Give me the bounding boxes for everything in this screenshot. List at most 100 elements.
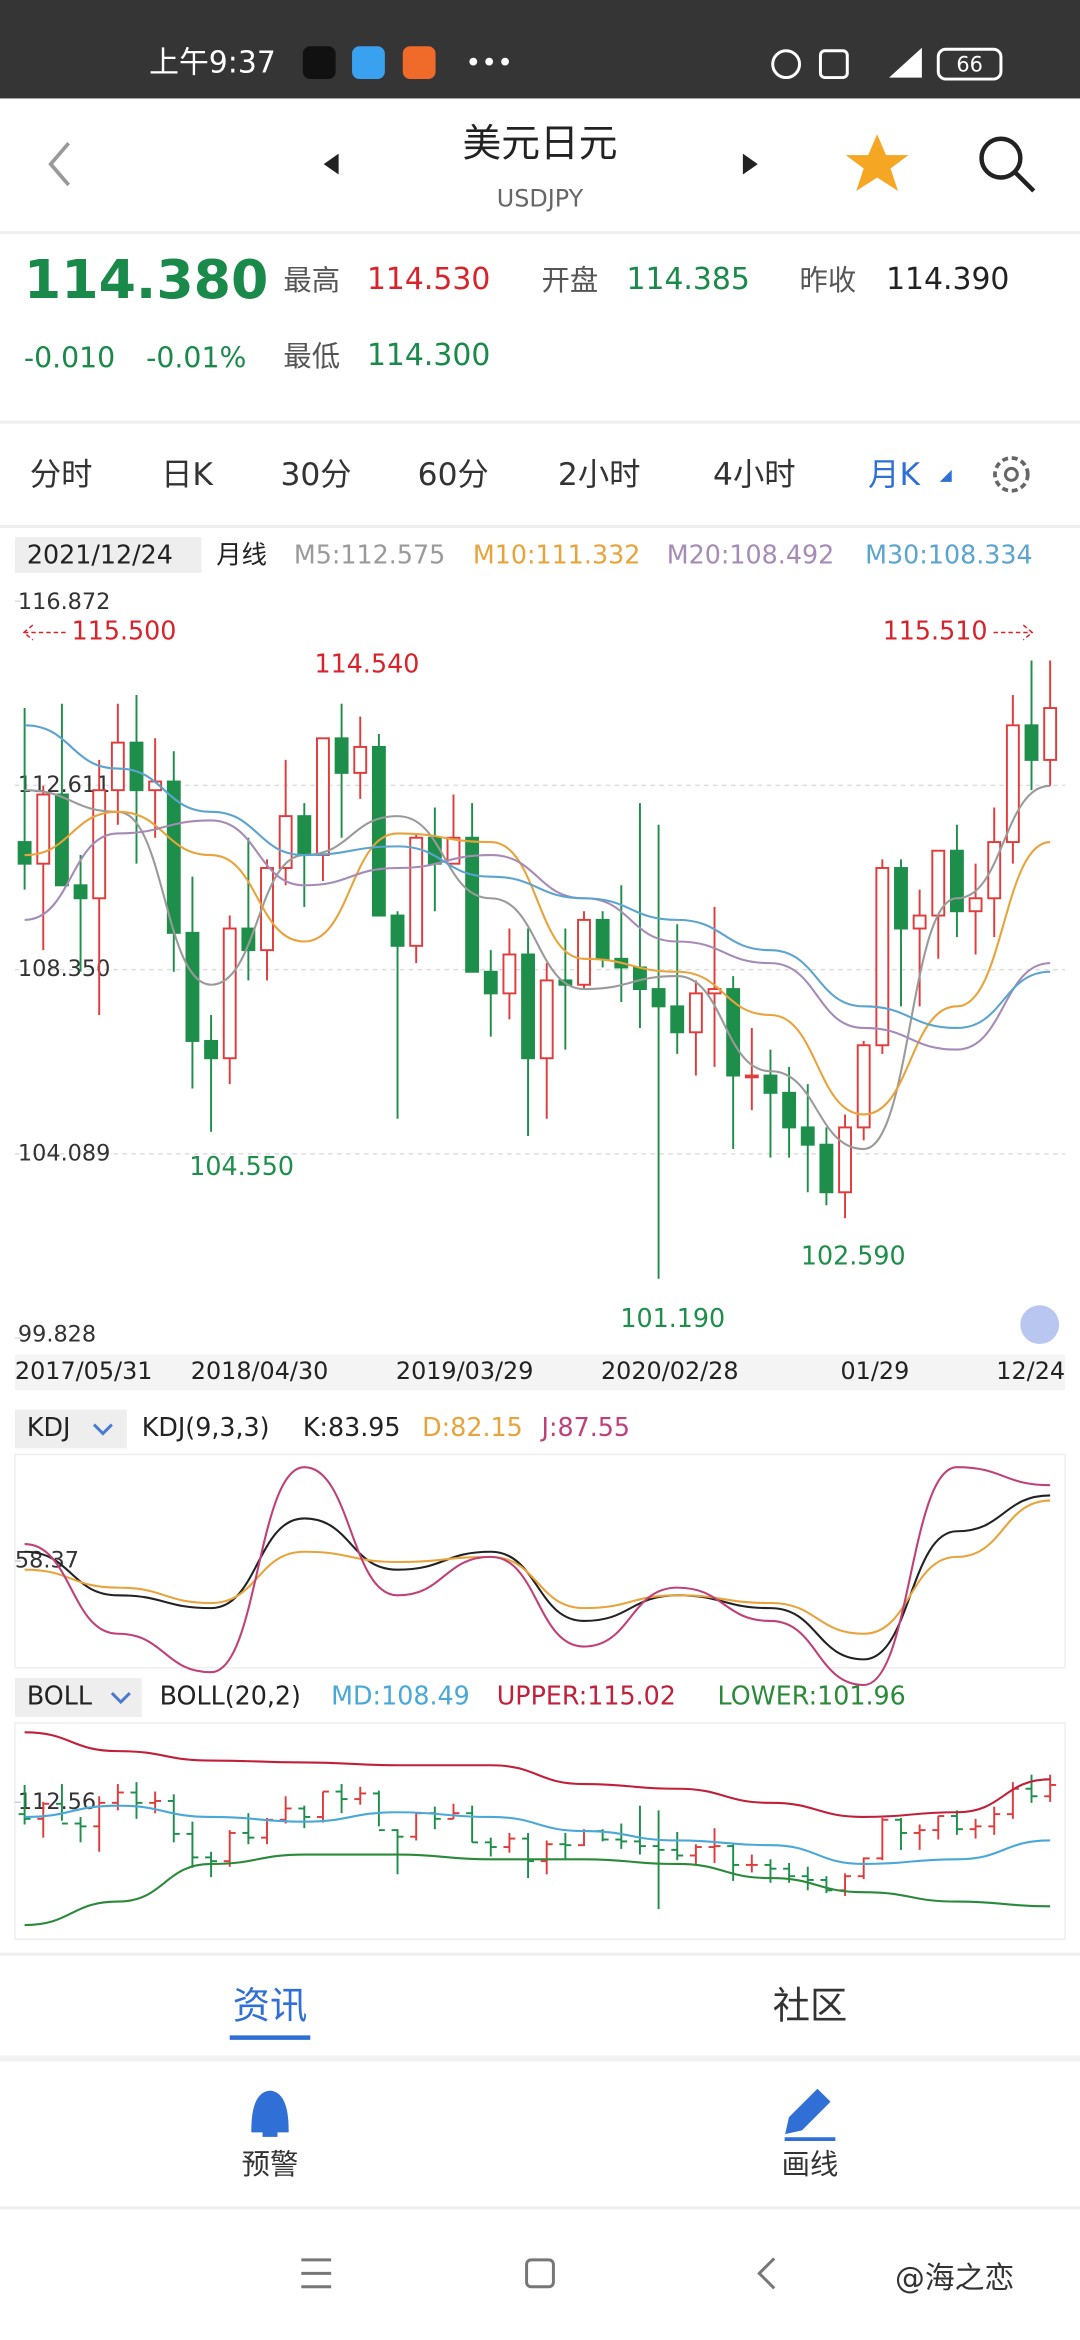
home-button[interactable] [525, 2258, 555, 2289]
change-pct: -0.01% [146, 341, 246, 374]
x-tick-label: 2019/03/29 [396, 1357, 534, 1385]
candle-body [949, 849, 964, 913]
more-icon: ••• [465, 48, 513, 79]
candle-body [800, 1126, 815, 1146]
back-button[interactable] [48, 141, 71, 187]
candle-body [744, 1074, 759, 1079]
indicator-line [24, 784, 1051, 1151]
candle-body [316, 737, 330, 857]
gear-icon [993, 456, 1030, 493]
x-tick-label: 2017/05/31 [15, 1357, 153, 1385]
watermark: @海之恋 [895, 2261, 1014, 2296]
x-axis-band [14, 1354, 1066, 1391]
boll-frame [14, 1722, 1066, 1940]
candle-body [856, 1044, 871, 1129]
candle-body [222, 927, 237, 1060]
indicator-line [24, 1499, 1051, 1635]
content-tab[interactable]: 资讯 [233, 1983, 308, 2027]
candle-body [595, 918, 610, 960]
candle-body [390, 914, 405, 947]
menu-button[interactable] [301, 2258, 332, 2289]
period-tab[interactable]: 分时 [30, 457, 93, 493]
period-tab[interactable]: 2小时 [558, 457, 641, 493]
candle-body [782, 1091, 797, 1129]
candle-body [92, 789, 107, 900]
action-button[interactable]: 画线 [782, 2148, 839, 2181]
candle-body [1043, 707, 1058, 761]
candle-body [483, 970, 498, 995]
period-tab[interactable]: 60分 [418, 457, 489, 493]
y-tick-label: 112.56 [18, 1789, 96, 1815]
indicator-params: KDJ(9,3,3) [142, 1412, 270, 1442]
candle-body [651, 988, 666, 1008]
legend-entry: M10:111.332 [473, 539, 640, 569]
favorite-star[interactable] [845, 134, 909, 191]
fullscreen-button[interactable] [1020, 1305, 1060, 1345]
candle-body [465, 836, 480, 973]
divider [0, 2055, 1080, 2062]
extreme-label: 102.590 [801, 1241, 906, 1271]
legend-entry: K:83.95 [303, 1412, 401, 1442]
period-tab[interactable]: 4小时 [713, 457, 796, 493]
period-tab[interactable]: 月K [868, 457, 921, 493]
indicator-line [24, 810, 1051, 1116]
arrow [993, 624, 1034, 641]
indicator-name[interactable]: BOLL [27, 1681, 92, 1711]
alarm-icon [771, 49, 802, 80]
candle-body [987, 841, 1002, 900]
kdj-frame [14, 1453, 1066, 1669]
gear-icon [1003, 466, 1019, 482]
candle-body [670, 1005, 685, 1034]
candle-body [1024, 724, 1039, 761]
period-tab[interactable]: 日K [161, 457, 214, 493]
low-price: 114.300 [367, 338, 490, 373]
legend-entry: M5:112.575 [294, 539, 445, 569]
x-tick-label: 2020/02/28 [601, 1357, 739, 1385]
tab-indicator [939, 469, 952, 482]
settings-button[interactable] [993, 456, 1030, 493]
app-icon [302, 46, 336, 80]
period-tab[interactable]: 30分 [280, 457, 351, 493]
candle-body [968, 897, 983, 913]
y-tick-label: 99.828 [18, 1322, 96, 1348]
y-tick-label: 108.350 [18, 956, 110, 982]
symbol-title: 美元日元 [462, 122, 617, 167]
indicator-line [24, 1731, 1051, 1818]
label: 开盘 [541, 264, 598, 297]
candle-body [185, 931, 200, 1042]
candle-body [688, 992, 703, 1034]
candle-body [204, 1039, 219, 1060]
last-price: 114.380 [24, 248, 269, 311]
dropdown-arrow [110, 1692, 131, 1705]
candle-body [763, 1074, 778, 1094]
next-symbol[interactable] [742, 153, 758, 175]
indicator-name[interactable]: KDJ [27, 1412, 71, 1442]
candle-body [912, 914, 927, 930]
hd-icon [818, 49, 849, 80]
indicator-select[interactable] [14, 1678, 142, 1717]
extreme-label: 115.510 [883, 615, 988, 645]
x-tick-label: 12/24 [996, 1357, 1065, 1385]
chart-date: 2021/12/24 [27, 539, 173, 569]
legend-entry: M20:108.492 [667, 539, 834, 569]
indicator-line [24, 1466, 1051, 1687]
back-nav-button[interactable] [757, 2257, 776, 2290]
legend-entry: M30:108.334 [865, 539, 1032, 569]
candle-body [166, 780, 181, 934]
date-badge [14, 537, 202, 573]
prev-symbol[interactable] [323, 153, 339, 175]
action-button[interactable]: 预警 [242, 2148, 299, 2181]
candle-body [54, 793, 69, 887]
candle-body [894, 867, 908, 930]
candle-body [110, 741, 125, 792]
indicator-line [24, 1853, 1051, 1927]
candle-body [73, 884, 88, 900]
extreme-label: 114.540 [315, 648, 420, 678]
search-button[interactable] [979, 136, 1036, 193]
extreme-label: 104.550 [189, 1151, 294, 1181]
content-tab[interactable]: 社区 [773, 1983, 848, 2027]
app-icon [352, 46, 385, 80]
candle-body [353, 745, 368, 774]
dropdown-arrow [92, 1423, 113, 1436]
